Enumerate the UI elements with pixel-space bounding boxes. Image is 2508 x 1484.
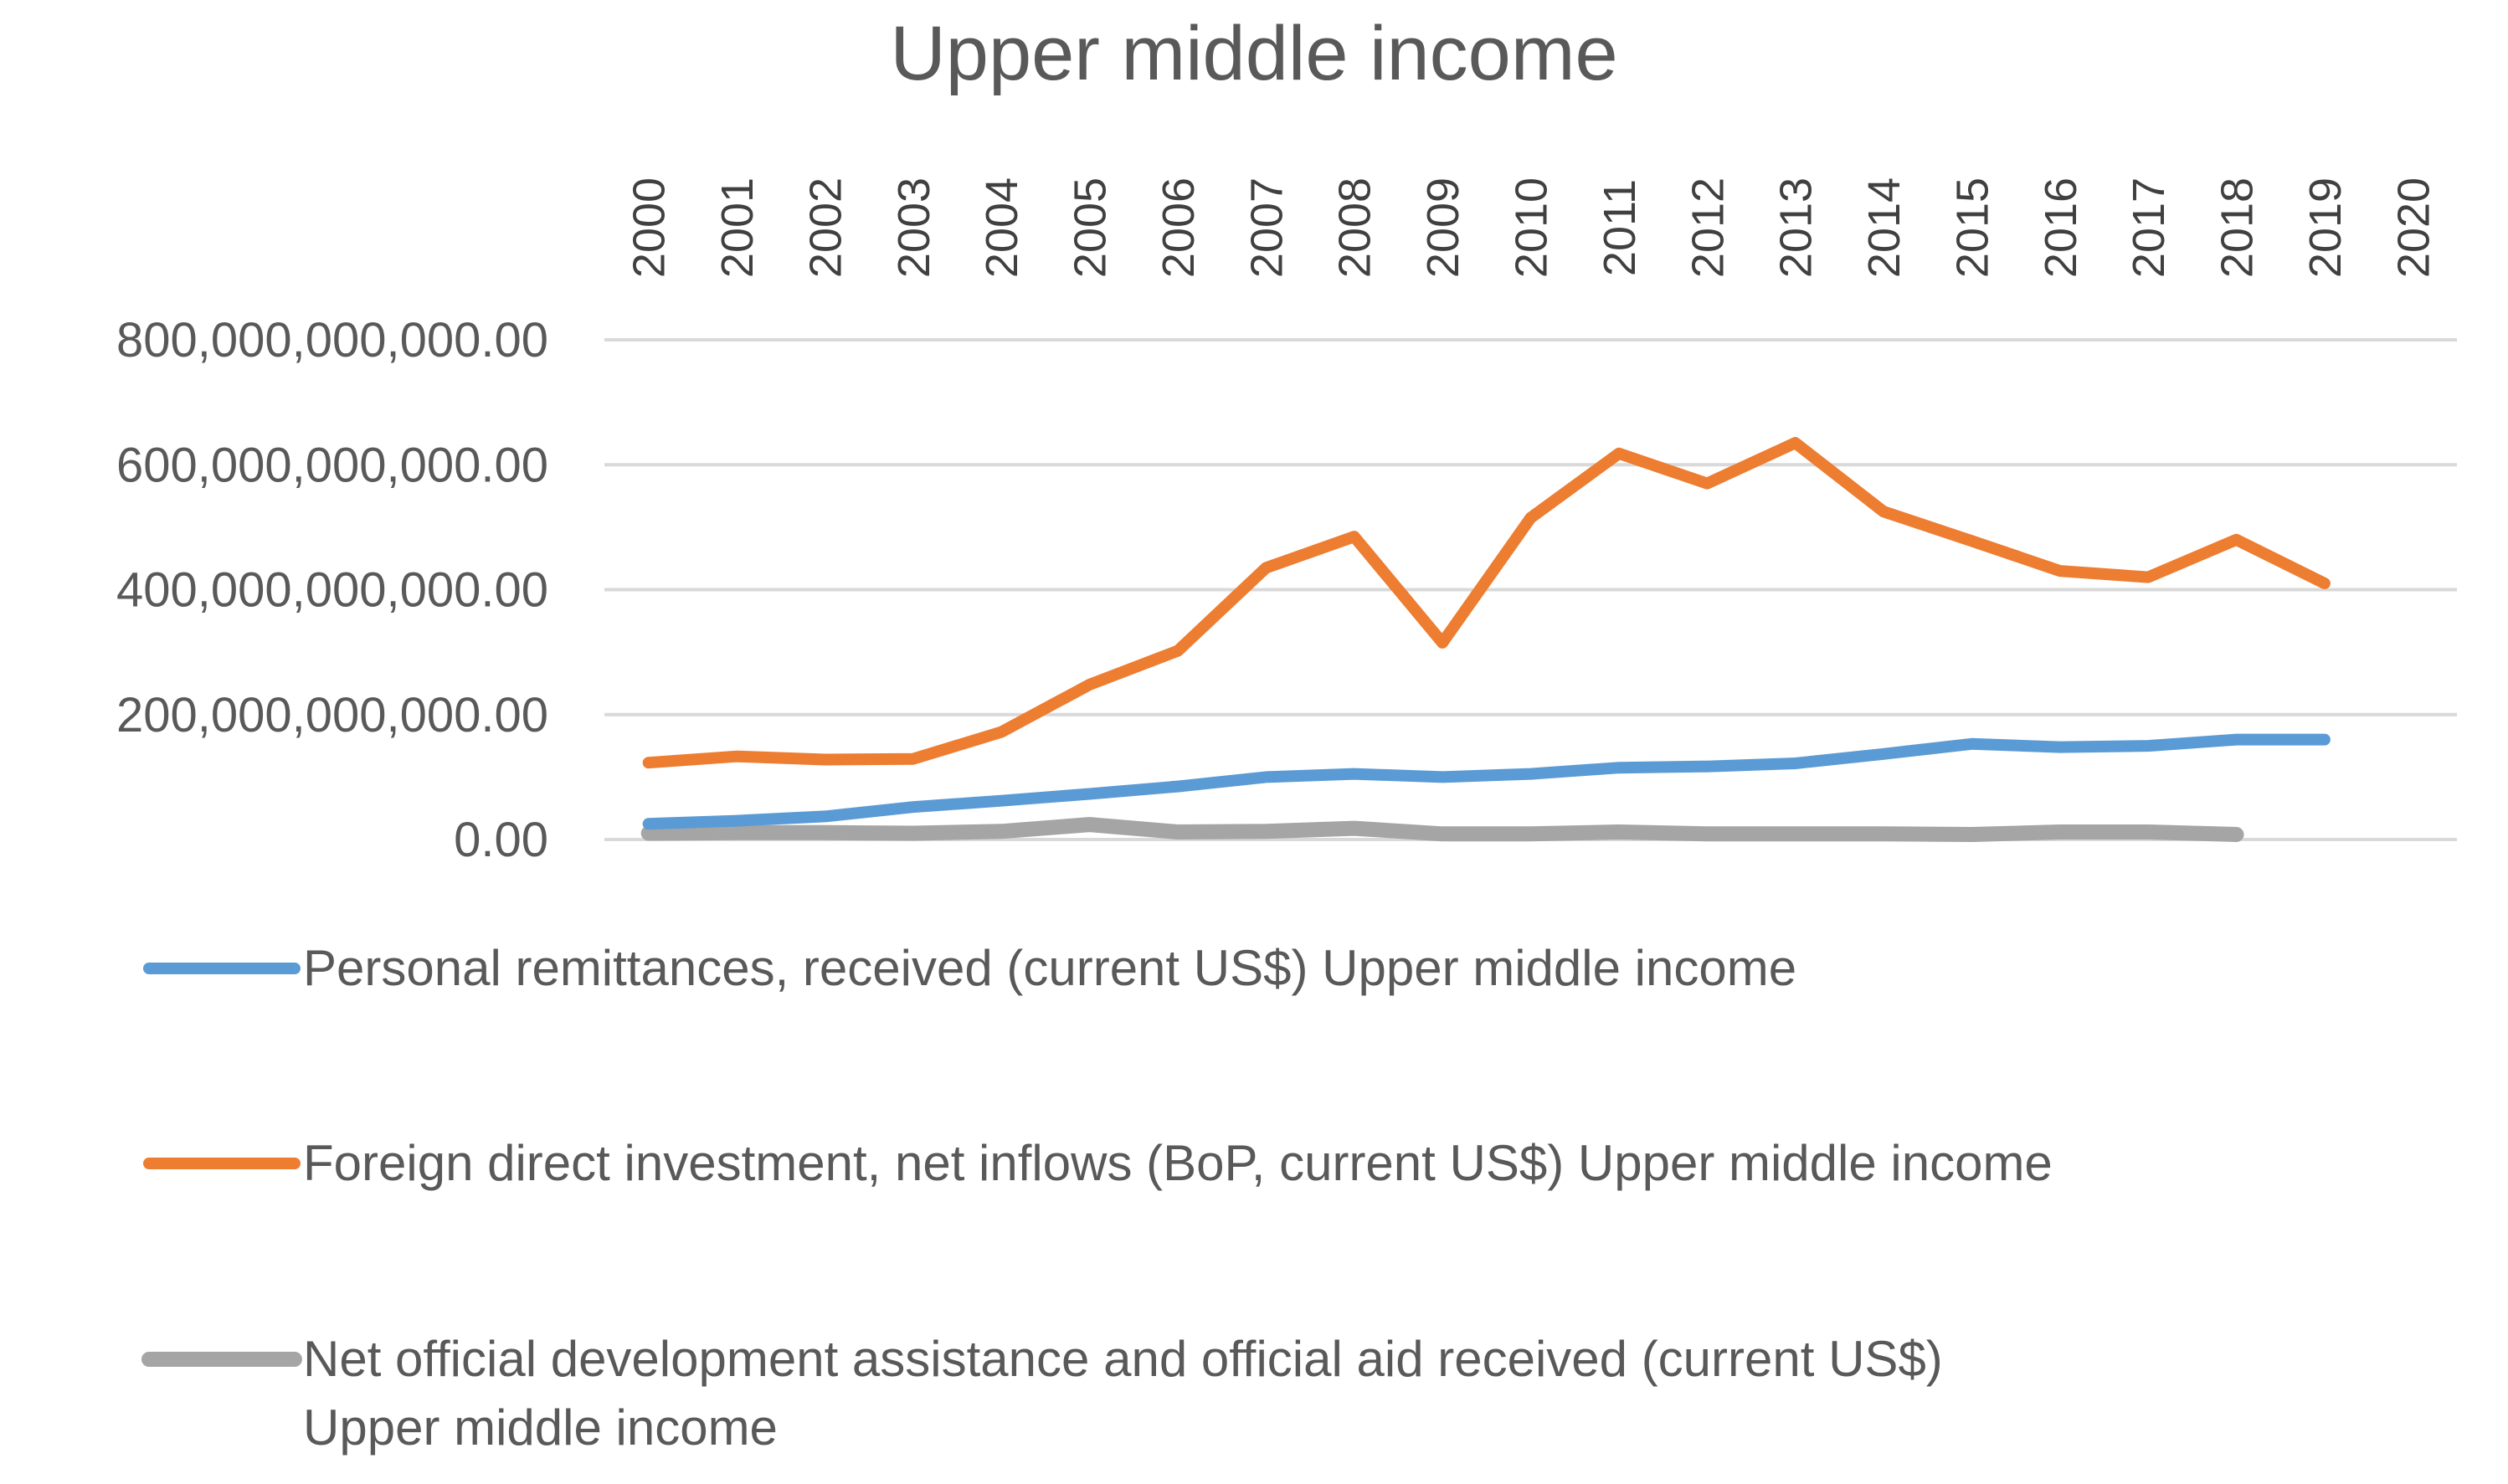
x-tick-label: 2020: [2388, 177, 2439, 278]
x-tick-label: 2012: [1683, 177, 1733, 278]
x-tick-label: 2015: [1947, 177, 1997, 278]
y-tick-label: 200,000,000,000.00: [116, 688, 548, 742]
legend-label: Personal remittances, received (current …: [303, 940, 1796, 996]
chart-title: Upper middle income: [890, 11, 1617, 96]
y-tick-label: 600,000,000,000.00: [116, 438, 548, 492]
x-tick-label: 2016: [2036, 177, 2086, 278]
x-tick-label: 2019: [2300, 177, 2351, 278]
series-line-1: [642, 733, 2331, 830]
x-tick-label: 2005: [1066, 177, 1116, 278]
x-tick-label: 2006: [1154, 177, 1204, 278]
series-line-3: [640, 817, 2244, 842]
x-tick-label: 2017: [2124, 177, 2174, 278]
x-tick-label: 2018: [2212, 177, 2263, 278]
x-tick-label: 2000: [624, 177, 675, 278]
x-axis: 2000 2001 2002 2003 2004 2005 2006 2007 2008 2009…: [624, 177, 2439, 278]
x-tick-label: 2003: [889, 177, 939, 278]
y-axis: 0.00 200,000,000,000.00 400,000,000,000.00…: [116, 313, 548, 867]
x-tick-label: 2014: [1859, 177, 1909, 278]
x-tick-label: 2010: [1507, 177, 1557, 278]
x-tick-label: 2011: [1595, 179, 1645, 276]
legend: Personal remittances, received (current …: [141, 940, 2053, 1456]
y-tick-label: 800,000,000,000.00: [116, 313, 548, 367]
legend-label: Net official development assistance and …: [303, 1331, 1943, 1456]
y-tick-label: 0.00: [454, 813, 548, 867]
x-tick-label: 2013: [1771, 177, 1822, 278]
x-tick-label: 2009: [1418, 177, 1468, 278]
series-line-2: [642, 437, 2331, 769]
y-tick-label: 400,000,000,000.00: [116, 563, 548, 618]
x-tick-label: 2002: [800, 177, 851, 278]
x-tick-label: 2004: [977, 177, 1027, 278]
x-tick-label: 2001: [712, 177, 763, 278]
x-tick-label: 2008: [1330, 177, 1380, 278]
plot-area: [640, 437, 2331, 842]
legend-label: Foreign direct investment, net inflows (…: [303, 1135, 2053, 1191]
x-tick-label: 2007: [1241, 177, 1292, 278]
